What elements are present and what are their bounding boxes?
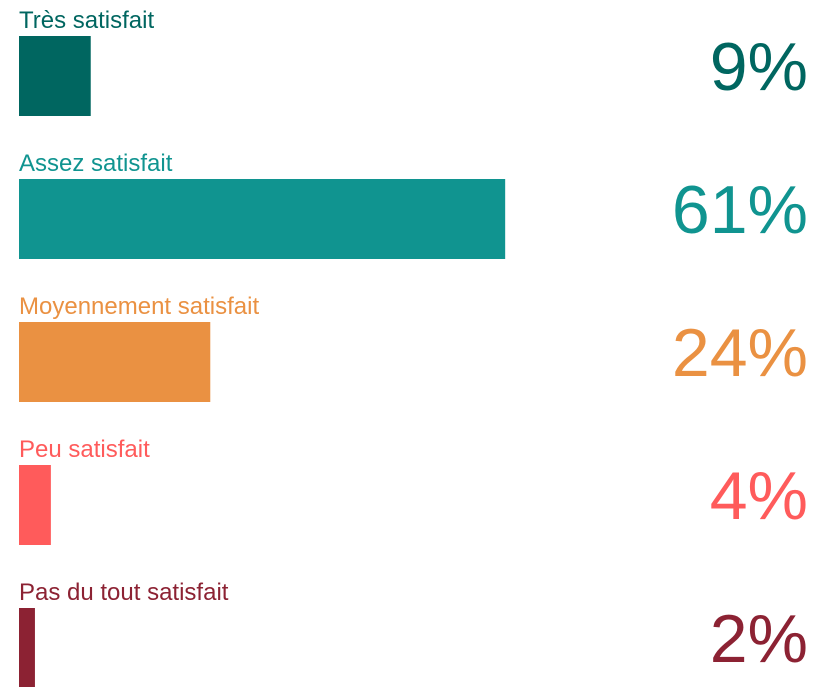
value-label: 2% (710, 601, 808, 677)
value-label: 4% (710, 458, 808, 534)
category-label: Moyennement satisfait (19, 293, 259, 320)
value-label: 9% (710, 29, 808, 105)
bar (19, 36, 91, 116)
bar (19, 608, 35, 687)
category-label: Peu satisfait (19, 436, 150, 463)
bar (19, 465, 51, 545)
value-label: 24% (672, 315, 808, 391)
category-label: Très satisfait (19, 7, 154, 34)
bar (19, 322, 211, 402)
category-label: Pas du tout satisfait (19, 579, 229, 606)
value-label: 61% (672, 172, 808, 248)
bar (19, 179, 506, 259)
category-label: Assez satisfait (19, 150, 173, 177)
